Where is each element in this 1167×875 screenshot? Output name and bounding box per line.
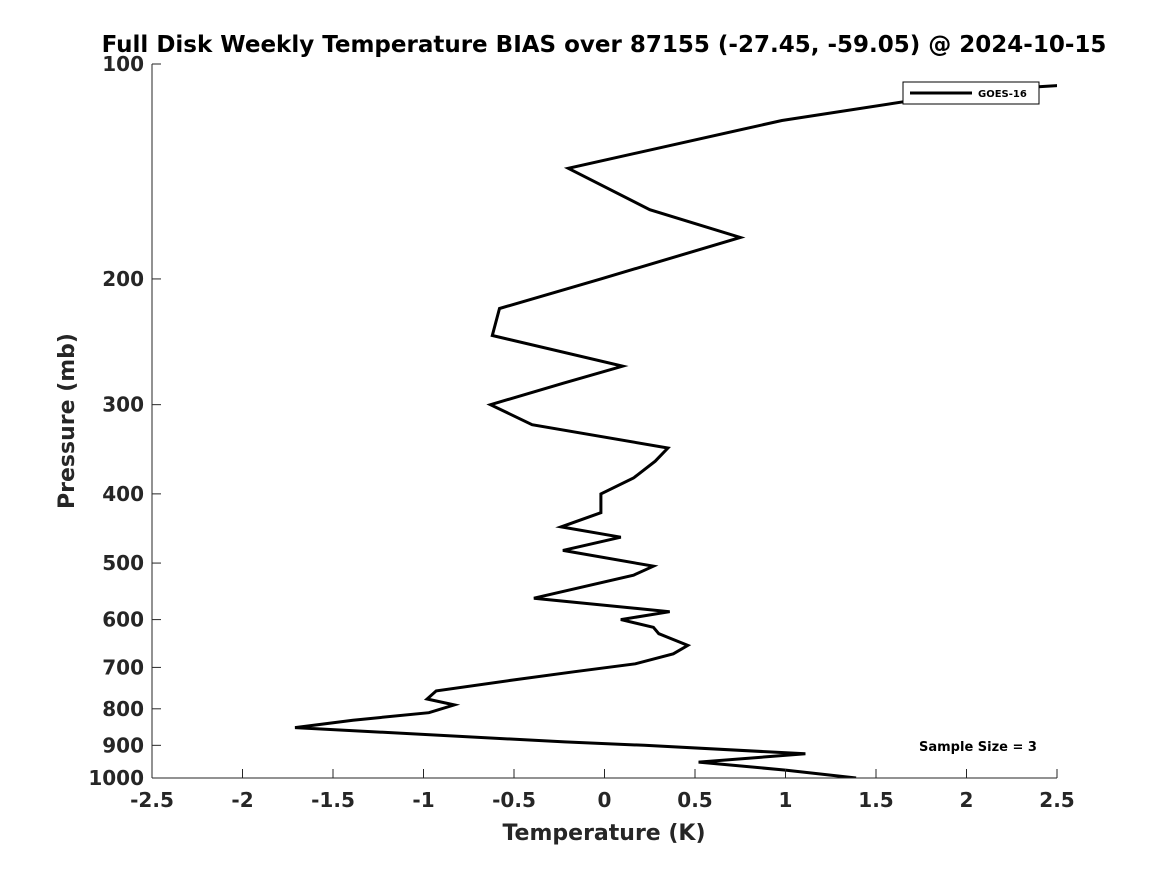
x-tick-label: 2.5: [1039, 788, 1074, 812]
y-tick-label: 600: [102, 608, 144, 632]
x-tick-label: -2.5: [130, 788, 174, 812]
plot-area: -2.5 -2 -1.5 -1 -0.5 0 0.5 1 1.5 2 2.5 100 200 300 40…: [88, 52, 1074, 812]
y-tick-label: 500: [102, 551, 144, 575]
x-tick-label: -1: [412, 788, 434, 812]
y-axis-label: Pressure (mb): [55, 333, 80, 509]
x-ticks: -2.5 -2 -1.5 -1 -0.5 0 0.5 1 1.5 2 2.5: [130, 769, 1075, 812]
x-tick-label: 1.5: [858, 788, 893, 812]
y-tick-label: 800: [102, 697, 144, 721]
x-tick-label: 1: [779, 788, 793, 812]
y-tick-label: 300: [102, 393, 144, 417]
x-tick-label: -0.5: [492, 788, 536, 812]
chart-title: Full Disk Weekly Temperature BIAS over 8…: [102, 32, 1107, 58]
plot-background: [152, 64, 1057, 778]
x-tick-label: -1.5: [311, 788, 355, 812]
y-tick-label: 100: [102, 52, 144, 76]
x-tick-label: 0.5: [677, 788, 712, 812]
x-tick-label: -2: [231, 788, 253, 812]
x-tick-label: 2: [960, 788, 974, 812]
y-tick-label: 200: [102, 267, 144, 291]
x-tick-label: 0: [598, 788, 612, 812]
y-tick-label: 900: [102, 733, 144, 757]
x-axis-label: Temperature (K): [502, 821, 705, 846]
series-line-goes-16: [294, 84, 1057, 778]
y-tick-label: 700: [102, 655, 144, 679]
legend: GOES-16: [902, 81, 1040, 105]
y-ticks: 100 200 300 400 500 600 700 800 900 1000: [88, 52, 161, 790]
y-tick-label: 1000: [88, 766, 144, 790]
y-tick-label: 400: [102, 482, 144, 506]
sample-size-annotation: Sample Size = 3: [919, 740, 1037, 755]
legend-label-goes-16: GOES-16: [978, 89, 1027, 100]
